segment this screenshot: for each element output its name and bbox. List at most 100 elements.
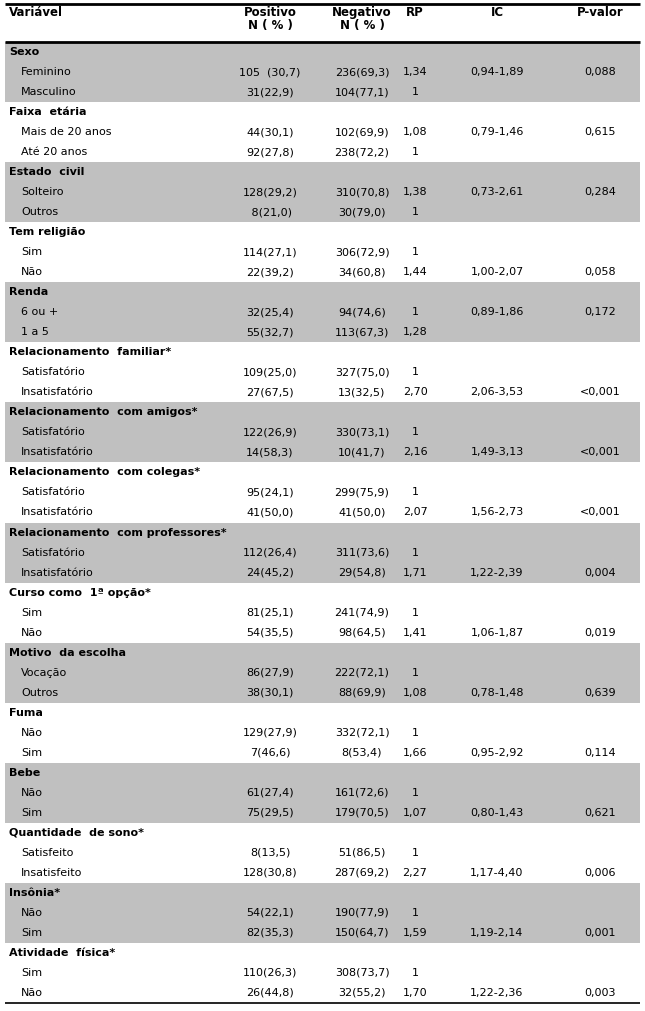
Text: 2,07: 2,07 bbox=[402, 508, 428, 518]
Text: 102(69,9): 102(69,9) bbox=[335, 127, 390, 137]
Bar bbox=[5, 662, 640, 682]
Text: 0,003: 0,003 bbox=[584, 988, 616, 998]
Text: RP: RP bbox=[406, 6, 424, 19]
Text: <0,001: <0,001 bbox=[580, 448, 620, 457]
Text: Sim: Sim bbox=[21, 808, 42, 818]
Text: 1,34: 1,34 bbox=[402, 67, 427, 77]
Text: 222(72,1): 222(72,1) bbox=[335, 667, 390, 677]
Text: 24(45,2): 24(45,2) bbox=[246, 567, 294, 577]
Text: Não: Não bbox=[21, 267, 43, 277]
Text: 55(32,7): 55(32,7) bbox=[246, 328, 293, 338]
Text: Satisfeito: Satisfeito bbox=[21, 848, 74, 858]
Text: 61(27,4): 61(27,4) bbox=[246, 788, 294, 798]
Text: 2,06-3,53: 2,06-3,53 bbox=[470, 387, 524, 397]
Text: 0,615: 0,615 bbox=[584, 127, 616, 137]
Text: 1: 1 bbox=[412, 207, 419, 217]
Text: 2,70: 2,70 bbox=[402, 387, 428, 397]
Text: 1,07: 1,07 bbox=[402, 808, 427, 818]
Text: 1: 1 bbox=[412, 968, 419, 978]
Text: 299(75,9): 299(75,9) bbox=[335, 487, 390, 497]
Text: Vocação: Vocação bbox=[21, 667, 67, 677]
Text: 1,66: 1,66 bbox=[402, 748, 427, 757]
Text: 98(64,5): 98(64,5) bbox=[338, 628, 386, 638]
Text: 13(32,5): 13(32,5) bbox=[339, 387, 386, 397]
Text: 8(53,4): 8(53,4) bbox=[342, 748, 382, 757]
Text: Feminino: Feminino bbox=[21, 67, 72, 77]
Text: 109(25,0): 109(25,0) bbox=[243, 367, 297, 377]
Text: Tem religião: Tem religião bbox=[9, 227, 85, 238]
Text: Insônia*: Insônia* bbox=[9, 888, 60, 898]
Text: Relacionamento  com colegas*: Relacionamento com colegas* bbox=[9, 467, 200, 477]
Text: 0,088: 0,088 bbox=[584, 67, 616, 77]
Text: 14(58,3): 14(58,3) bbox=[246, 448, 293, 457]
Bar bbox=[5, 903, 640, 923]
Text: 0,79-1,46: 0,79-1,46 bbox=[470, 127, 524, 137]
Text: 0,284: 0,284 bbox=[584, 187, 616, 197]
Text: 92(27,8): 92(27,8) bbox=[246, 148, 294, 157]
Text: 1: 1 bbox=[412, 367, 419, 377]
Text: Estado  civil: Estado civil bbox=[9, 167, 84, 177]
Text: Faixa  etária: Faixa etária bbox=[9, 107, 86, 117]
Text: 110(26,3): 110(26,3) bbox=[243, 968, 297, 978]
Text: 1,59: 1,59 bbox=[402, 928, 427, 938]
Text: 29(54,8): 29(54,8) bbox=[338, 567, 386, 577]
Text: Relacionamento  com amigos*: Relacionamento com amigos* bbox=[9, 407, 197, 418]
Text: 1: 1 bbox=[412, 148, 419, 157]
Text: 306(72,9): 306(72,9) bbox=[335, 248, 390, 257]
Text: 10(41,7): 10(41,7) bbox=[338, 448, 386, 457]
Text: 332(72,1): 332(72,1) bbox=[335, 728, 390, 738]
Text: 1: 1 bbox=[412, 728, 419, 738]
Bar bbox=[5, 523, 640, 543]
Text: Mais de 20 anos: Mais de 20 anos bbox=[21, 127, 112, 137]
Text: 0,001: 0,001 bbox=[584, 928, 616, 938]
Text: 190(77,9): 190(77,9) bbox=[335, 908, 390, 918]
Text: Solteiro: Solteiro bbox=[21, 187, 63, 197]
Text: 75(29,5): 75(29,5) bbox=[246, 808, 294, 818]
Text: P-valor: P-valor bbox=[577, 6, 623, 19]
Bar bbox=[5, 803, 640, 823]
Text: Não: Não bbox=[21, 728, 43, 738]
Text: Relacionamento  familiar*: Relacionamento familiar* bbox=[9, 348, 172, 357]
Text: 311(73,6): 311(73,6) bbox=[335, 548, 389, 557]
Text: 88(69,9): 88(69,9) bbox=[338, 687, 386, 698]
Text: 0,89-1,86: 0,89-1,86 bbox=[470, 307, 524, 317]
Text: 114(27,1): 114(27,1) bbox=[243, 248, 297, 257]
Text: Masculino: Masculino bbox=[21, 87, 77, 97]
Text: 1: 1 bbox=[412, 428, 419, 438]
Text: 1: 1 bbox=[412, 667, 419, 677]
Text: 1: 1 bbox=[412, 908, 419, 918]
Text: 30(79,0): 30(79,0) bbox=[338, 207, 386, 217]
Text: 54(35,5): 54(35,5) bbox=[246, 628, 293, 638]
Text: <0,001: <0,001 bbox=[580, 508, 620, 518]
Text: 38(30,1): 38(30,1) bbox=[246, 687, 293, 698]
Text: 34(60,8): 34(60,8) bbox=[338, 267, 386, 277]
Bar bbox=[5, 762, 640, 783]
Text: 32(55,2): 32(55,2) bbox=[338, 988, 386, 998]
Text: 0,004: 0,004 bbox=[584, 567, 616, 577]
Text: Satisfatório: Satisfatório bbox=[21, 548, 84, 557]
Text: 1,06-1,87: 1,06-1,87 bbox=[470, 628, 524, 638]
Text: 0,019: 0,019 bbox=[584, 628, 616, 638]
Text: 82(35,3): 82(35,3) bbox=[246, 928, 293, 938]
Text: 1,56-2,73: 1,56-2,73 bbox=[470, 508, 524, 518]
Bar bbox=[5, 643, 640, 662]
Text: N ( % ): N ( % ) bbox=[339, 19, 384, 32]
Text: 287(69,2): 287(69,2) bbox=[335, 867, 390, 878]
Text: 112(26,4): 112(26,4) bbox=[243, 548, 297, 557]
Text: 1: 1 bbox=[412, 608, 419, 618]
Text: Insatisfatório: Insatisfatório bbox=[21, 567, 94, 577]
Text: Outros: Outros bbox=[21, 687, 58, 698]
Text: 1,22-2,36: 1,22-2,36 bbox=[470, 988, 524, 998]
Text: 26(44,8): 26(44,8) bbox=[246, 988, 294, 998]
Text: Satisfatório: Satisfatório bbox=[21, 367, 84, 377]
Text: 86(27,9): 86(27,9) bbox=[246, 667, 294, 677]
Text: 1,22-2,39: 1,22-2,39 bbox=[470, 567, 524, 577]
Bar bbox=[5, 323, 640, 343]
Text: Insatisfatório: Insatisfatório bbox=[21, 508, 94, 518]
Text: Não: Não bbox=[21, 908, 43, 918]
Text: Satisfatório: Satisfatório bbox=[21, 428, 84, 438]
Text: 0,80-1,43: 0,80-1,43 bbox=[470, 808, 524, 818]
Bar bbox=[5, 682, 640, 703]
Text: 41(50,0): 41(50,0) bbox=[246, 508, 293, 518]
Text: IC: IC bbox=[490, 6, 504, 19]
